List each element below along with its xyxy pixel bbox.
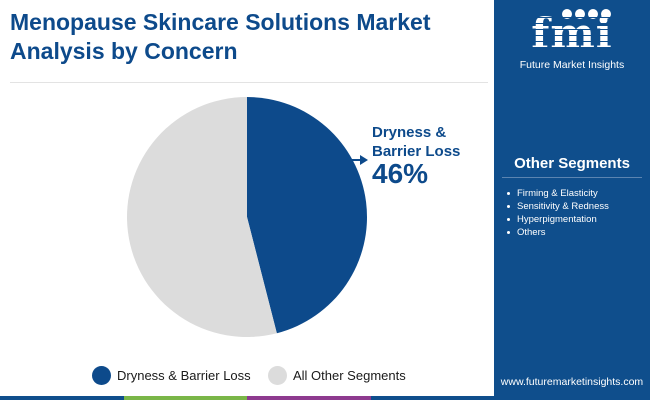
callout-percentage: 46% xyxy=(372,158,429,189)
callout-arrow-icon xyxy=(360,155,368,165)
pie-slice-others xyxy=(127,97,277,337)
bottom-bar-segment xyxy=(247,396,371,400)
other-segments-heading: Other Segments xyxy=(514,155,630,172)
legend-swatch-others xyxy=(268,366,287,385)
bottom-color-bar xyxy=(0,396,494,400)
fmi-logo: fmi Future Market Insights xyxy=(506,4,638,72)
sidebar: fmi Future Market Insights xyxy=(494,0,650,400)
pie-chart xyxy=(127,97,368,337)
other-segments-list: Firming & Elasticity Sensitivity & Redne… xyxy=(507,187,609,239)
segment-item: Firming & Elasticity xyxy=(507,187,609,200)
logo-stripes xyxy=(516,12,628,56)
segments-divider xyxy=(502,177,642,178)
callout-label: Dryness & Barrier Loss xyxy=(372,124,461,160)
legend-label-others: All Other Segments xyxy=(293,368,406,383)
legend-label-dryness: Dryness & Barrier Loss xyxy=(117,368,251,383)
title-divider xyxy=(10,82,488,83)
website-url[interactable]: www.futuremarketinsights.com xyxy=(500,376,644,388)
segment-item: Others xyxy=(507,226,609,239)
segment-item: Sensitivity & Redness xyxy=(507,200,609,213)
bottom-bar-segment xyxy=(0,396,124,400)
legend-swatch-dryness xyxy=(92,366,111,385)
bottom-bar-segment xyxy=(123,396,247,400)
bottom-bar-segment xyxy=(370,396,494,400)
pie-slice-dryness xyxy=(247,97,368,334)
chart-title: Menopause Skincare Solutions Market Anal… xyxy=(10,9,431,64)
logo-subtitle: Future Market Insights xyxy=(519,59,625,71)
segment-item: Hyperpigmentation xyxy=(507,213,609,226)
